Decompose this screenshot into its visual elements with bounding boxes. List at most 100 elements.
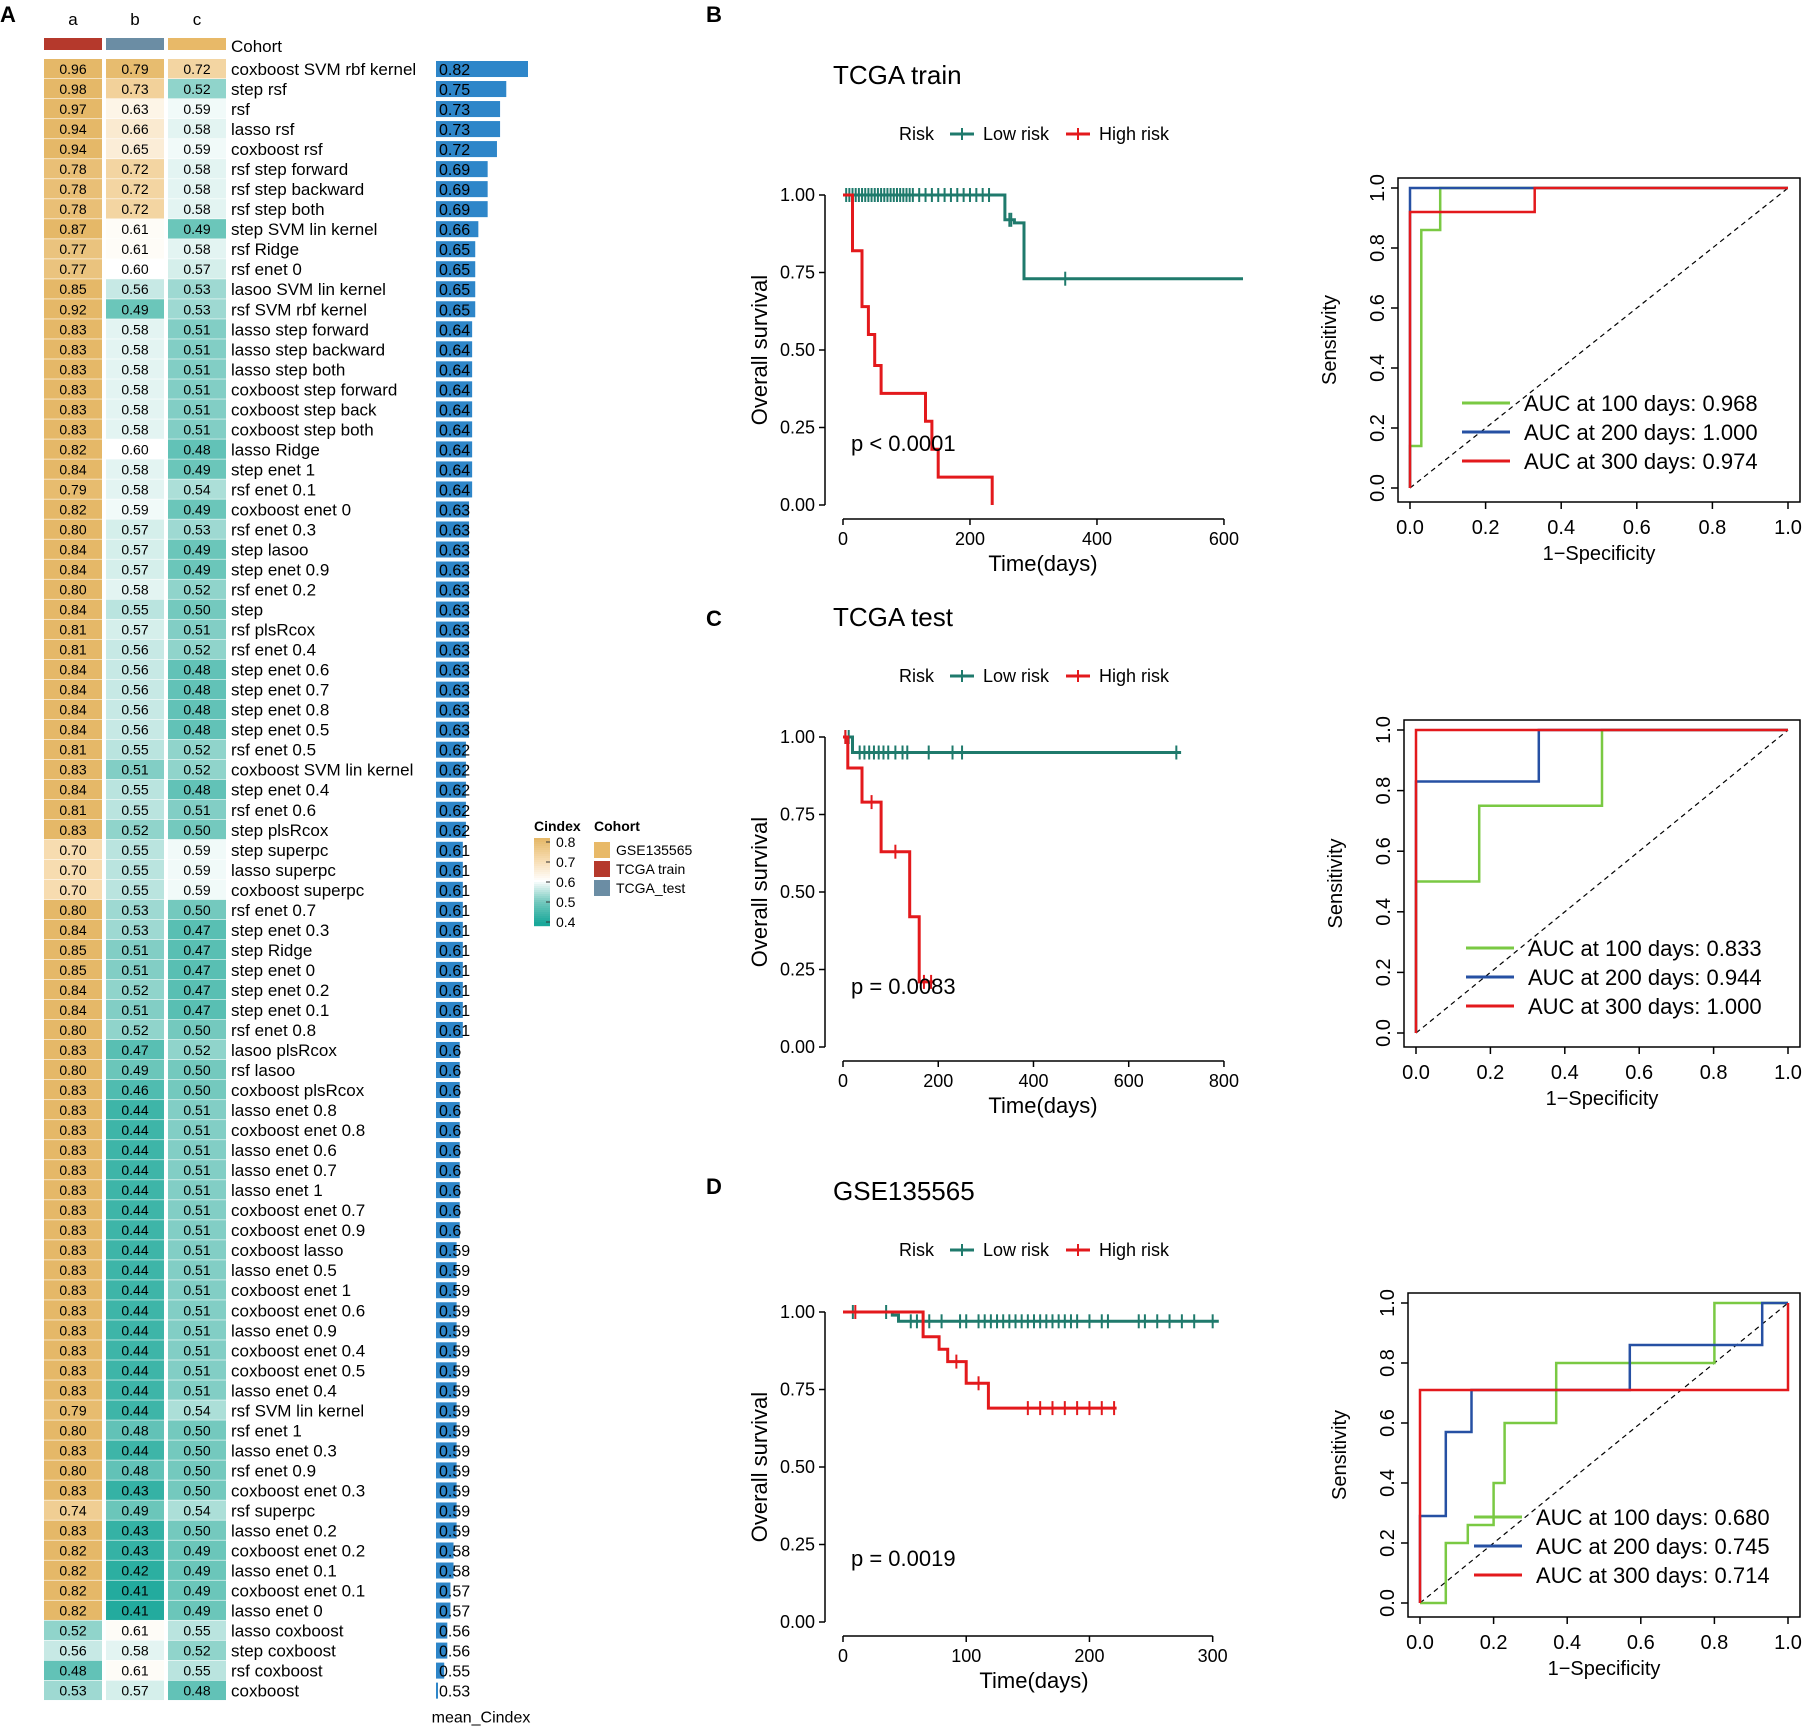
model-label: lasoo SVM lin kernel xyxy=(231,280,386,299)
heatmap-cell-value-c: 0.59 xyxy=(183,862,210,878)
heatmap-cell-value-b: 0.57 xyxy=(121,622,148,638)
heatmap-cell-c xyxy=(168,1180,226,1200)
km-legend-label-0: Low risk xyxy=(983,666,1050,686)
mean-cindex-bar xyxy=(436,221,479,238)
model-label: coxboost superpc xyxy=(231,881,365,900)
heatmap-cell-value-b: 0.44 xyxy=(121,1242,148,1258)
cindex-gradient-segment xyxy=(534,924,550,927)
cindex-gradient-segment xyxy=(534,878,550,881)
heatmap-cell-value-a: 0.83 xyxy=(59,1142,86,1158)
model-label: rsf step both xyxy=(231,200,325,219)
heatmap-cell-b xyxy=(106,1019,164,1040)
mean-cindex-bar xyxy=(436,641,470,658)
roc-y-tick-label: 0.4 xyxy=(1367,354,1389,382)
km-x-tick-label: 300 xyxy=(1198,1646,1228,1666)
heatmap-cell-value-a: 0.81 xyxy=(59,642,86,658)
km-x-tick-label: 400 xyxy=(1018,1071,1048,1091)
heatmap-cell-b xyxy=(106,1400,164,1420)
heatmap-cell-a xyxy=(44,79,102,99)
heatmap-cell-value-c: 0.49 xyxy=(183,1603,210,1619)
heatmap-cell-value-a: 0.83 xyxy=(59,1082,86,1098)
heatmap-cell-value-b: 0.44 xyxy=(121,1402,148,1418)
heatmap-cell-value-b: 0.58 xyxy=(121,361,148,377)
roc-diagonal xyxy=(1415,729,1789,1034)
heatmap-cell-c xyxy=(168,439,226,459)
model-label: step enet 0.9 xyxy=(231,561,329,580)
km-x-label: Time(days) xyxy=(988,551,1097,576)
heatmap-cell-value-c: 0.58 xyxy=(183,121,210,137)
mean-cindex-bar xyxy=(436,1562,454,1579)
heatmap-cell-value-b: 0.56 xyxy=(121,662,148,678)
heatmap-cell-value-a: 0.83 xyxy=(59,421,86,437)
heatmap-cell-c xyxy=(168,179,226,199)
roc-x-tick-label: 0.0 xyxy=(1406,1632,1434,1654)
heatmap-cell-a xyxy=(44,319,102,339)
heatmap-cell-c xyxy=(168,1440,226,1460)
cindex-gradient-segment xyxy=(534,920,550,923)
heatmap-cell-c xyxy=(168,1019,226,1040)
model-label: step enet 0.6 xyxy=(231,661,329,680)
heatmap-cell-c xyxy=(168,1580,226,1600)
model-label: lasso enet 0 xyxy=(231,1602,323,1621)
roc-x-tick-label: 0.8 xyxy=(1698,517,1726,539)
heatmap-cell-b xyxy=(106,939,164,960)
heatmap-cell-c xyxy=(168,499,226,519)
heatmap-cell-value-a: 0.78 xyxy=(59,181,86,197)
mean-cindex-label: 0.63 xyxy=(439,703,470,720)
heatmap-cell-a xyxy=(44,519,102,539)
cindex-gradient-segment xyxy=(534,848,550,851)
heatmap-cell-b xyxy=(106,719,164,740)
heatmap-cell-b xyxy=(106,1080,164,1100)
heatmap-cell-value-c: 0.51 xyxy=(183,361,210,377)
cohort-legend-swatch xyxy=(594,880,610,896)
cohort-legend-swatch xyxy=(594,842,610,858)
heatmap-cell-value-c: 0.51 xyxy=(183,381,210,397)
mean-cindex-label: 0.6 xyxy=(439,1063,461,1080)
heatmap-cell-a xyxy=(44,1320,102,1340)
mean-cindex-label: 0.63 xyxy=(439,583,470,600)
heatmap-cell-a xyxy=(44,399,102,419)
heatmap-cell-c xyxy=(168,479,226,499)
heatmap-cell-b xyxy=(106,1180,164,1200)
model-label: lasso enet 0.2 xyxy=(231,1521,337,1540)
heatmap-cell-value-c: 0.47 xyxy=(183,922,210,938)
mean-cindex-label: 0.61 xyxy=(439,983,470,1000)
mean-cindex-bar xyxy=(436,1462,457,1479)
heatmap-cell-value-b: 0.61 xyxy=(121,221,148,237)
heatmap-cell-value-b: 0.51 xyxy=(121,762,148,778)
cindex-gradient-segment xyxy=(534,900,550,903)
heatmap-cell-a xyxy=(44,1480,102,1500)
model-label: lasso enet 1 xyxy=(231,1181,323,1200)
mean-cindex-label: 0.57 xyxy=(439,1584,470,1601)
heatmap-cell-a xyxy=(44,779,102,800)
heatmap-cell-value-c: 0.50 xyxy=(183,1522,210,1538)
km-y-label: Overall survival xyxy=(747,817,772,967)
heatmap-cell-value-b: 0.55 xyxy=(121,602,148,618)
heatmap-cell-c xyxy=(168,1620,226,1640)
heatmap-cell-value-a: 0.83 xyxy=(59,1482,86,1498)
mean-cindex-label: 0.59 xyxy=(439,1463,470,1480)
heatmap-cell-value-a: 0.83 xyxy=(59,401,86,417)
mean-cindex-label: 0.61 xyxy=(439,903,470,920)
heatmap-cell-c xyxy=(168,1039,226,1060)
model-label: lasso enet 0.6 xyxy=(231,1141,337,1160)
mean-cindex-label: 0.65 xyxy=(439,262,470,279)
heatmap-cell-a xyxy=(44,99,102,119)
heatmap-cell-b xyxy=(106,419,164,439)
cohort-legend-label: TCGA_test xyxy=(616,880,685,896)
heatmap-cell-value-c: 0.51 xyxy=(183,1222,210,1238)
heatmap-cell-a xyxy=(44,1520,102,1540)
model-label: step enet 0.2 xyxy=(231,981,329,1000)
heatmap-cell-c xyxy=(168,639,226,659)
heatmap-cell-c xyxy=(168,539,226,559)
heatmap-cell-value-b: 0.47 xyxy=(121,1042,148,1058)
heatmap-cell-c xyxy=(168,719,226,740)
heatmap-cell-value-b: 0.61 xyxy=(121,1623,148,1639)
heatmap-cell-value-a: 0.81 xyxy=(59,742,86,758)
km-legend-title: Risk xyxy=(899,666,935,686)
model-label: coxboost enet 0.2 xyxy=(231,1542,365,1561)
cohort-legend-title: Cohort xyxy=(594,818,640,834)
roc-x-tick-label: 0.0 xyxy=(1396,517,1424,539)
model-label: lasso enet 0.9 xyxy=(231,1321,337,1340)
model-label: rsf enet 0.8 xyxy=(231,1021,316,1040)
